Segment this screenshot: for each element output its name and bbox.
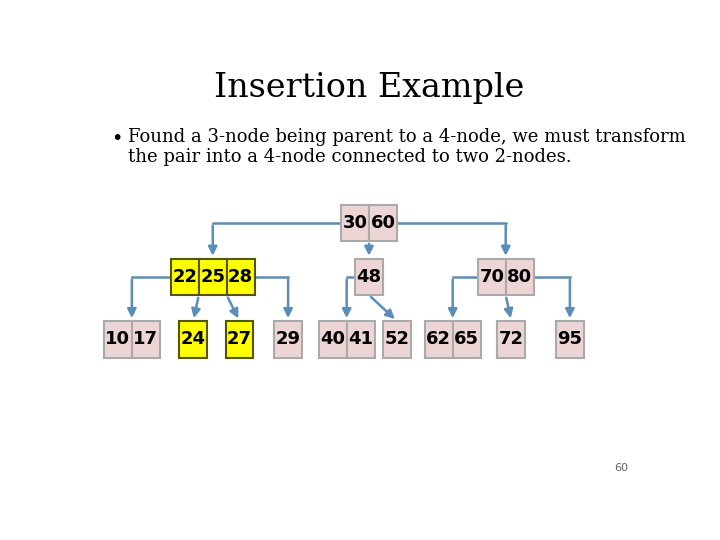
Text: 95: 95: [557, 330, 582, 348]
Text: 25: 25: [200, 268, 225, 286]
Bar: [179, 321, 207, 357]
Bar: [383, 321, 411, 357]
Text: 41: 41: [348, 330, 373, 348]
Bar: [355, 259, 383, 295]
Bar: [319, 321, 347, 357]
Text: 70: 70: [480, 268, 504, 286]
Text: 80: 80: [507, 268, 532, 286]
Text: 17: 17: [133, 330, 158, 348]
Bar: [453, 321, 481, 357]
Text: 30: 30: [343, 214, 367, 232]
Bar: [425, 321, 453, 357]
Bar: [274, 321, 302, 357]
Text: 24: 24: [181, 330, 206, 348]
Text: 29: 29: [276, 330, 300, 348]
Text: Insertion Example: Insertion Example: [214, 72, 524, 104]
Text: 60: 60: [371, 214, 395, 232]
Bar: [199, 259, 227, 295]
Text: 28: 28: [228, 268, 253, 286]
Bar: [132, 321, 160, 357]
Bar: [478, 259, 505, 295]
Text: 48: 48: [356, 268, 382, 286]
Text: 22: 22: [172, 268, 197, 286]
Text: 60: 60: [614, 463, 629, 473]
Text: 72: 72: [499, 330, 523, 348]
Text: 65: 65: [454, 330, 479, 348]
Bar: [227, 259, 255, 295]
Text: the pair into a 4-node connected to two 2-nodes.: the pair into a 4-node connected to two …: [128, 148, 572, 166]
Bar: [505, 259, 534, 295]
Text: 10: 10: [105, 330, 130, 348]
Bar: [171, 259, 199, 295]
Bar: [104, 321, 132, 357]
Text: •: •: [111, 129, 122, 149]
Bar: [225, 321, 253, 357]
Bar: [556, 321, 584, 357]
Text: 52: 52: [384, 330, 410, 348]
Bar: [369, 205, 397, 241]
Text: 62: 62: [426, 330, 451, 348]
Bar: [498, 321, 526, 357]
Bar: [347, 321, 374, 357]
Text: Found a 3-node being parent to a 4-node, we must transform: Found a 3-node being parent to a 4-node,…: [128, 129, 685, 146]
Text: 40: 40: [320, 330, 345, 348]
Text: 27: 27: [227, 330, 252, 348]
Bar: [341, 205, 369, 241]
